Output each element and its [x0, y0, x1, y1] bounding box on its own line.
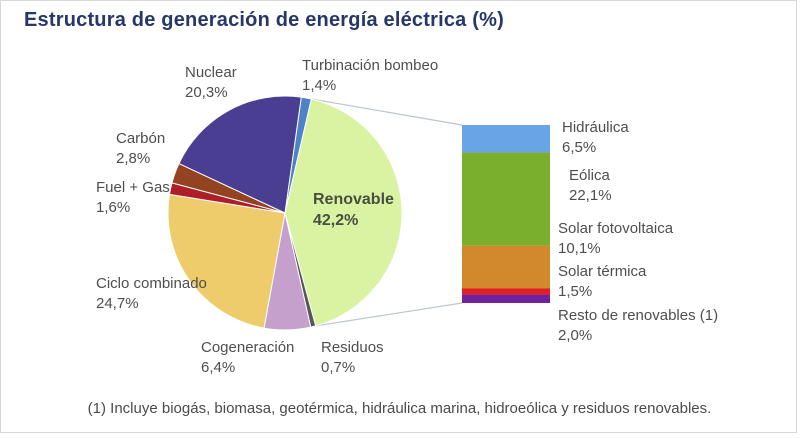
- bar-label-solar-termica-name: Solar térmica: [558, 263, 647, 280]
- pie-label-residuos-value: 0,7%: [321, 359, 356, 376]
- pie-label-fuel-gas-value: 1,6%: [96, 199, 131, 216]
- bar-label-solar-fotovoltaica-value: 10,1%: [558, 240, 601, 257]
- chart-title: Estructura de generación de energía eléc…: [24, 9, 504, 31]
- leader-line-top: [311, 98, 463, 126]
- bar-label-eolica-name: Eólica: [569, 167, 610, 184]
- pie-label-cogeneracion: Cogeneración 6,4%: [201, 338, 294, 378]
- pie-label-residuos-name: Residuos: [321, 339, 384, 356]
- pie-label-turbinacion-bombeo-name: Turbinación bombeo: [302, 57, 439, 74]
- pie-label-nuclear-value: 20,3%: [185, 84, 228, 101]
- pie-slice-ciclo-combinado: [167, 193, 286, 329]
- leader-lines: [311, 98, 463, 327]
- bar-segment-e-lica: [462, 152, 550, 246]
- bar-label-resto-renovables-value: 2,0%: [558, 327, 593, 344]
- bar-label-eolica: Eólica 22,1%: [569, 166, 612, 206]
- bar-segment-solar-t-rmica: [462, 288, 550, 295]
- renewable-breakdown-bar: [462, 125, 550, 303]
- pie-label-fuel-gas-name: Fuel + Gas: [96, 179, 170, 196]
- bar-label-solar-termica-value: 1,5%: [558, 283, 593, 300]
- pie-label-cogeneracion-value: 6,4%: [201, 359, 236, 376]
- bar-label-solar-fotovoltaica-name: Solar fotovoltaica: [558, 220, 674, 237]
- pie-label-fuel-gas: Fuel + Gas 1,6%: [96, 178, 170, 218]
- pie-label-nuclear-name: Nuclear: [185, 64, 237, 81]
- bar-label-solar-termica: Solar térmica 1,5%: [558, 262, 646, 302]
- pie-label-carbon: Carbón 2,8%: [116, 129, 165, 169]
- pie-label-ciclo-combinado-name: Ciclo combinado: [96, 275, 207, 292]
- bar-segment-solar-fotovoltaica: [462, 245, 550, 289]
- pie-chart: [167, 95, 403, 331]
- bar-label-eolica-value: 22,1%: [569, 187, 612, 204]
- pie-label-turbinacion-bombeo: Turbinación bombeo 1,4%: [302, 56, 438, 96]
- bar-label-hidraulica-name: Hidráulica: [562, 119, 629, 136]
- bar-label-hidraulica-value: 6,5%: [562, 139, 597, 156]
- pie-label-renovable-name: Renovable: [313, 191, 394, 208]
- pie-label-ciclo-combinado: Ciclo combinado 24,7%: [96, 274, 207, 314]
- pie-label-ciclo-combinado-value: 24,7%: [96, 295, 139, 312]
- pie-label-cogeneracion-name: Cogeneración: [201, 339, 295, 356]
- pie-label-renovable: Renovable 42,2%: [313, 189, 394, 231]
- pie-label-residuos: Residuos 0,7%: [321, 338, 384, 378]
- pie-slice-renovable: [284, 98, 403, 327]
- bar-label-hidraulica: Hidráulica 6,5%: [562, 118, 629, 158]
- bar-segment-resto-de-renovables-1-: [462, 294, 550, 303]
- pie-slice-nuclear: [178, 95, 302, 214]
- pie-label-carbon-value: 2,8%: [116, 150, 151, 167]
- pie-label-renovable-value: 42,2%: [313, 212, 359, 229]
- bar-segment-hidr-ulica: [462, 125, 550, 153]
- bar-label-resto-renovables: Resto de renovables (1) 2,0%: [558, 306, 718, 346]
- bar-label-resto-renovables-name: Resto de renovables (1): [558, 307, 719, 324]
- pie-label-nuclear: Nuclear 20,3%: [185, 63, 237, 103]
- footnote: (1) Incluye biogás, biomasa, geotérmica,…: [87, 400, 712, 417]
- bar-label-solar-fotovoltaica: Solar fotovoltaica 10,1%: [558, 219, 673, 259]
- leader-line-bottom: [315, 302, 463, 327]
- pie-label-carbon-name: Carbón: [116, 130, 166, 147]
- pie-label-turbinacion-bombeo-value: 1,4%: [302, 77, 337, 94]
